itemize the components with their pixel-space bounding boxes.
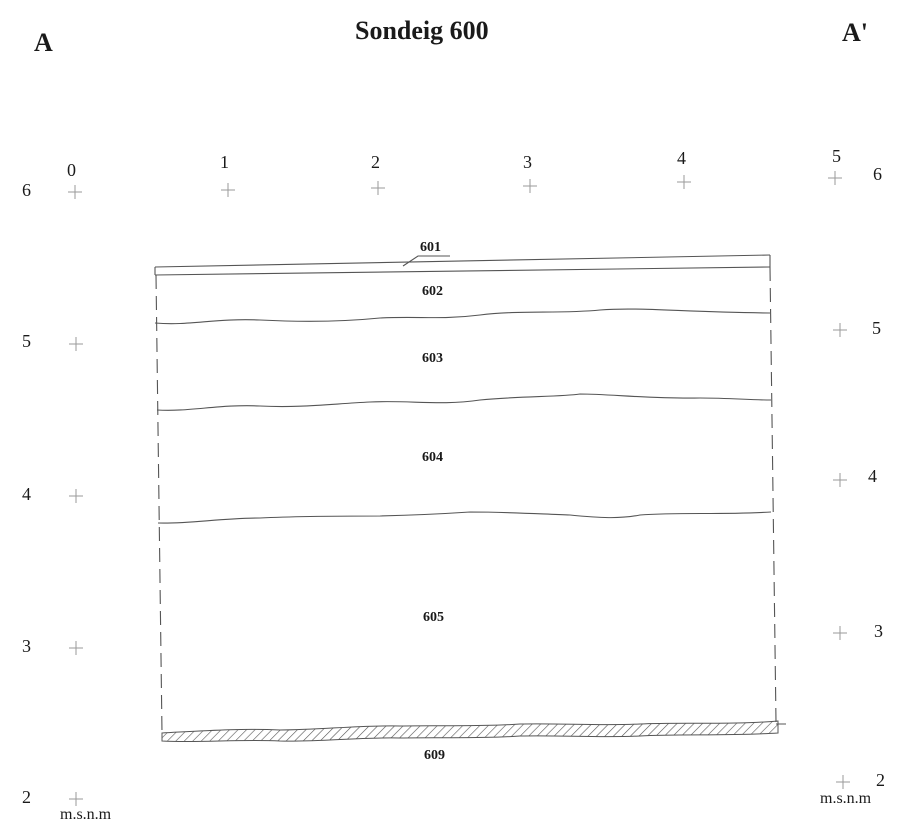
layer-label-605: 605 [423, 610, 444, 626]
layer-label-602: 602 [422, 284, 443, 300]
boundary-603-604 [157, 394, 771, 410]
grid-mark [833, 323, 847, 337]
grid-mark [221, 183, 235, 197]
grid-mark [68, 185, 82, 199]
grid-mark [836, 775, 850, 789]
layer-label-604: 604 [422, 450, 443, 466]
layer-601-bottom [155, 267, 770, 275]
base-hatch [162, 721, 778, 742]
layer-label-601: 601 [420, 240, 441, 256]
grid-mark [828, 171, 842, 185]
grid-mark [523, 179, 537, 193]
grid-mark [833, 473, 847, 487]
layer-label-603: 603 [422, 351, 443, 367]
grid-mark [371, 181, 385, 195]
section-right-wall [770, 267, 776, 722]
grid-mark [677, 175, 691, 189]
layer-601-top [155, 255, 770, 267]
grid-mark [69, 792, 83, 806]
grid-mark [833, 626, 847, 640]
section-left-wall [156, 275, 162, 733]
boundary-604-605 [158, 512, 771, 523]
layer-label-609: 609 [424, 748, 445, 764]
grid-mark [69, 489, 83, 503]
grid-mark [69, 337, 83, 351]
grid-mark [69, 641, 83, 655]
boundary-602-603 [155, 309, 770, 324]
